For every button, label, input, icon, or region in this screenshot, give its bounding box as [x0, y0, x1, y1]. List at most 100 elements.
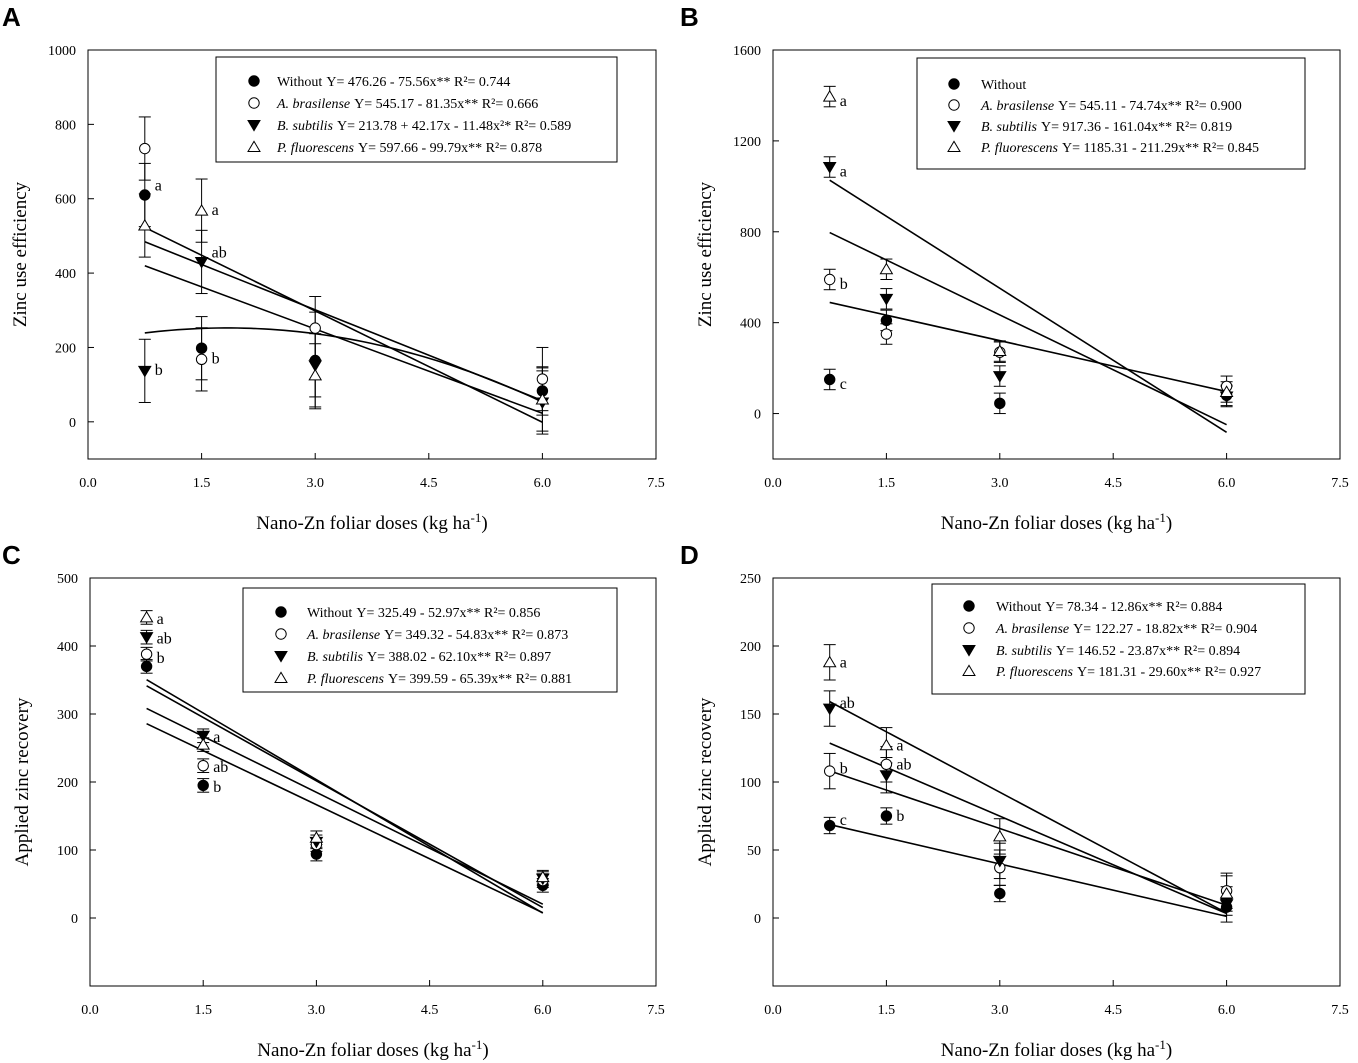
x-tick-label: 0.0 [79, 476, 97, 491]
y-tick-label: 50 [747, 844, 761, 859]
y-tick-label: 400 [57, 640, 78, 655]
legend-equation: Y= 325.49 - 52.97x** R²= 0.856 [356, 606, 540, 621]
data-point-series-1 [197, 779, 209, 792]
data-point-series-2 [824, 765, 836, 777]
x-axis-label: Nano-Zn foliar doses (kg ha-1) [941, 510, 1172, 534]
x-axis-label: Nano-Zn foliar doses (kg ha-1) [941, 1037, 1172, 1061]
legend-marker-3 [962, 645, 976, 657]
fit-line-4 [146, 678, 544, 914]
data-point-series-2 [140, 648, 153, 660]
data-point-series-4 [535, 870, 550, 883]
x-tick-label: 3.0 [308, 1003, 326, 1018]
x-tick-label: 4.5 [421, 1003, 439, 1018]
significance-label: ab [840, 695, 855, 712]
plot-frame [87, 49, 657, 460]
y-tick-label: 800 [740, 226, 761, 241]
x-tick-label: 7.5 [647, 476, 665, 491]
x-tick-label: 6.0 [534, 476, 552, 491]
legend-marker-1 [275, 606, 287, 618]
y-tick-label: 1000 [48, 44, 76, 59]
data-point-series-4 [879, 262, 894, 275]
data-point-series-3 [822, 162, 837, 174]
data-point-series-3 [139, 632, 154, 644]
legend-equation: Y= 388.02 - 62.10x** R²= 0.897 [367, 650, 551, 665]
data-point-series-4 [879, 738, 894, 751]
legend-marker-4 [247, 140, 261, 152]
data-point-series-1 [195, 342, 208, 354]
data-point-series-4 [822, 89, 837, 102]
fit-line-2 [829, 301, 1227, 393]
y-tick-label: 0 [69, 416, 76, 431]
x-tick-label: 7.5 [1331, 476, 1349, 491]
data-point-series-4 [194, 203, 209, 216]
data-point-series-3 [196, 730, 211, 743]
significance-label: b [840, 276, 848, 293]
legend-equation: Y= 597.66 - 99.79x** R²= 0.878 [358, 141, 542, 156]
legend-equation: Y= 213.78 + 42.17x - 11.48x²* R²= 0.589 [337, 119, 571, 134]
data-point-series-4 [992, 344, 1007, 357]
fit-line-1 [146, 722, 544, 914]
significance-label: b [157, 650, 165, 667]
x-axis-label: Nano-Zn foliar doses (kg ha-1) [257, 1037, 488, 1061]
legend-marker-1 [963, 600, 975, 612]
fit-line-2 [829, 770, 1227, 907]
y-axis-label: Applied zinc recovery [12, 697, 33, 866]
panel-c: C 0 100 200 300 400 500 0.0 1.5 3.0 4.5 6.0 7.5 Nano-… [2, 540, 665, 1061]
y-axis-label: Zinc use efficiency [695, 181, 716, 327]
data-point-series-1 [824, 819, 836, 832]
data-point-series-2 [195, 353, 208, 366]
legend-box [242, 587, 618, 693]
x-tick-label: 4.5 [1104, 476, 1122, 491]
data-point-series-2 [197, 759, 209, 772]
panel-letter: A [2, 2, 21, 32]
y-tick-label: 200 [57, 776, 78, 791]
y-tick-label: 500 [57, 572, 78, 587]
significance-label: ab [157, 631, 172, 648]
legend-equation: Y= 476.26 - 75.56x** R²= 0.744 [326, 75, 510, 90]
x-tick-label: 7.5 [1331, 1003, 1349, 1018]
x-tick-label: 4.5 [420, 476, 438, 491]
x-tick-label: 3.0 [991, 1003, 1009, 1018]
legend-equation: Y= 545.17 - 81.35x** R²= 0.666 [354, 97, 538, 112]
x-axis-label-sup: -1 [472, 1037, 483, 1052]
plot-frame [772, 49, 1341, 460]
significance-label: a [213, 729, 220, 746]
data-point-series-1 [880, 810, 893, 822]
significance-label: b [840, 760, 848, 777]
data-point-series-4 [1219, 886, 1234, 899]
data-point-series-4 [308, 368, 323, 381]
x-tick-label: 4.5 [1104, 1003, 1122, 1018]
significance-label: a [840, 654, 847, 671]
x-tick-label: 6.0 [534, 1003, 552, 1018]
legend-marker-3 [274, 651, 288, 663]
panel-letter: C [2, 540, 21, 570]
data-point-series-2 [309, 322, 321, 334]
legend-series-name: Without [307, 606, 352, 621]
data-point-series-4 [535, 392, 550, 405]
legend-entry-1: Without [981, 78, 1026, 93]
legend-entry-4: P. fluorescens Y= 1185.31 - 211.29x** R²=… [980, 141, 1259, 156]
legend-equation: Y= 349.32 - 54.83x** R²= 0.873 [384, 628, 568, 643]
legend-box [931, 583, 1306, 695]
significance-label: a [840, 164, 847, 181]
legend-series-name: B. subtilis [307, 650, 364, 665]
significance-label: ab [212, 245, 227, 262]
legend-series-name: A. brasilense [276, 97, 350, 112]
data-point-series-3 [308, 360, 323, 372]
x-tick-label: 0.0 [764, 1003, 782, 1018]
data-point-series-3 [822, 703, 837, 716]
data-point-series-1 [994, 887, 1006, 900]
fit-line-4 [144, 226, 543, 423]
significance-label: a [212, 202, 219, 219]
legend-equation: Y= 545.11 - 74.74x** R²= 0.900 [1058, 99, 1242, 114]
data-point-series-1 [880, 314, 893, 327]
data-point-series-2 [880, 758, 893, 771]
data-point-series-3 [992, 371, 1007, 383]
legend-equation: Y= 399.59 - 65.39x** R²= 0.881 [388, 672, 572, 687]
x-axis-label-end: ) [482, 1040, 488, 1061]
legend-entry-1: Without Y= 78.34 - 12.86x** R²= 0.884 [996, 600, 1222, 615]
legend-marker-2 [948, 99, 960, 111]
significance-label: ab [213, 759, 228, 776]
significance-label: a [155, 178, 162, 195]
